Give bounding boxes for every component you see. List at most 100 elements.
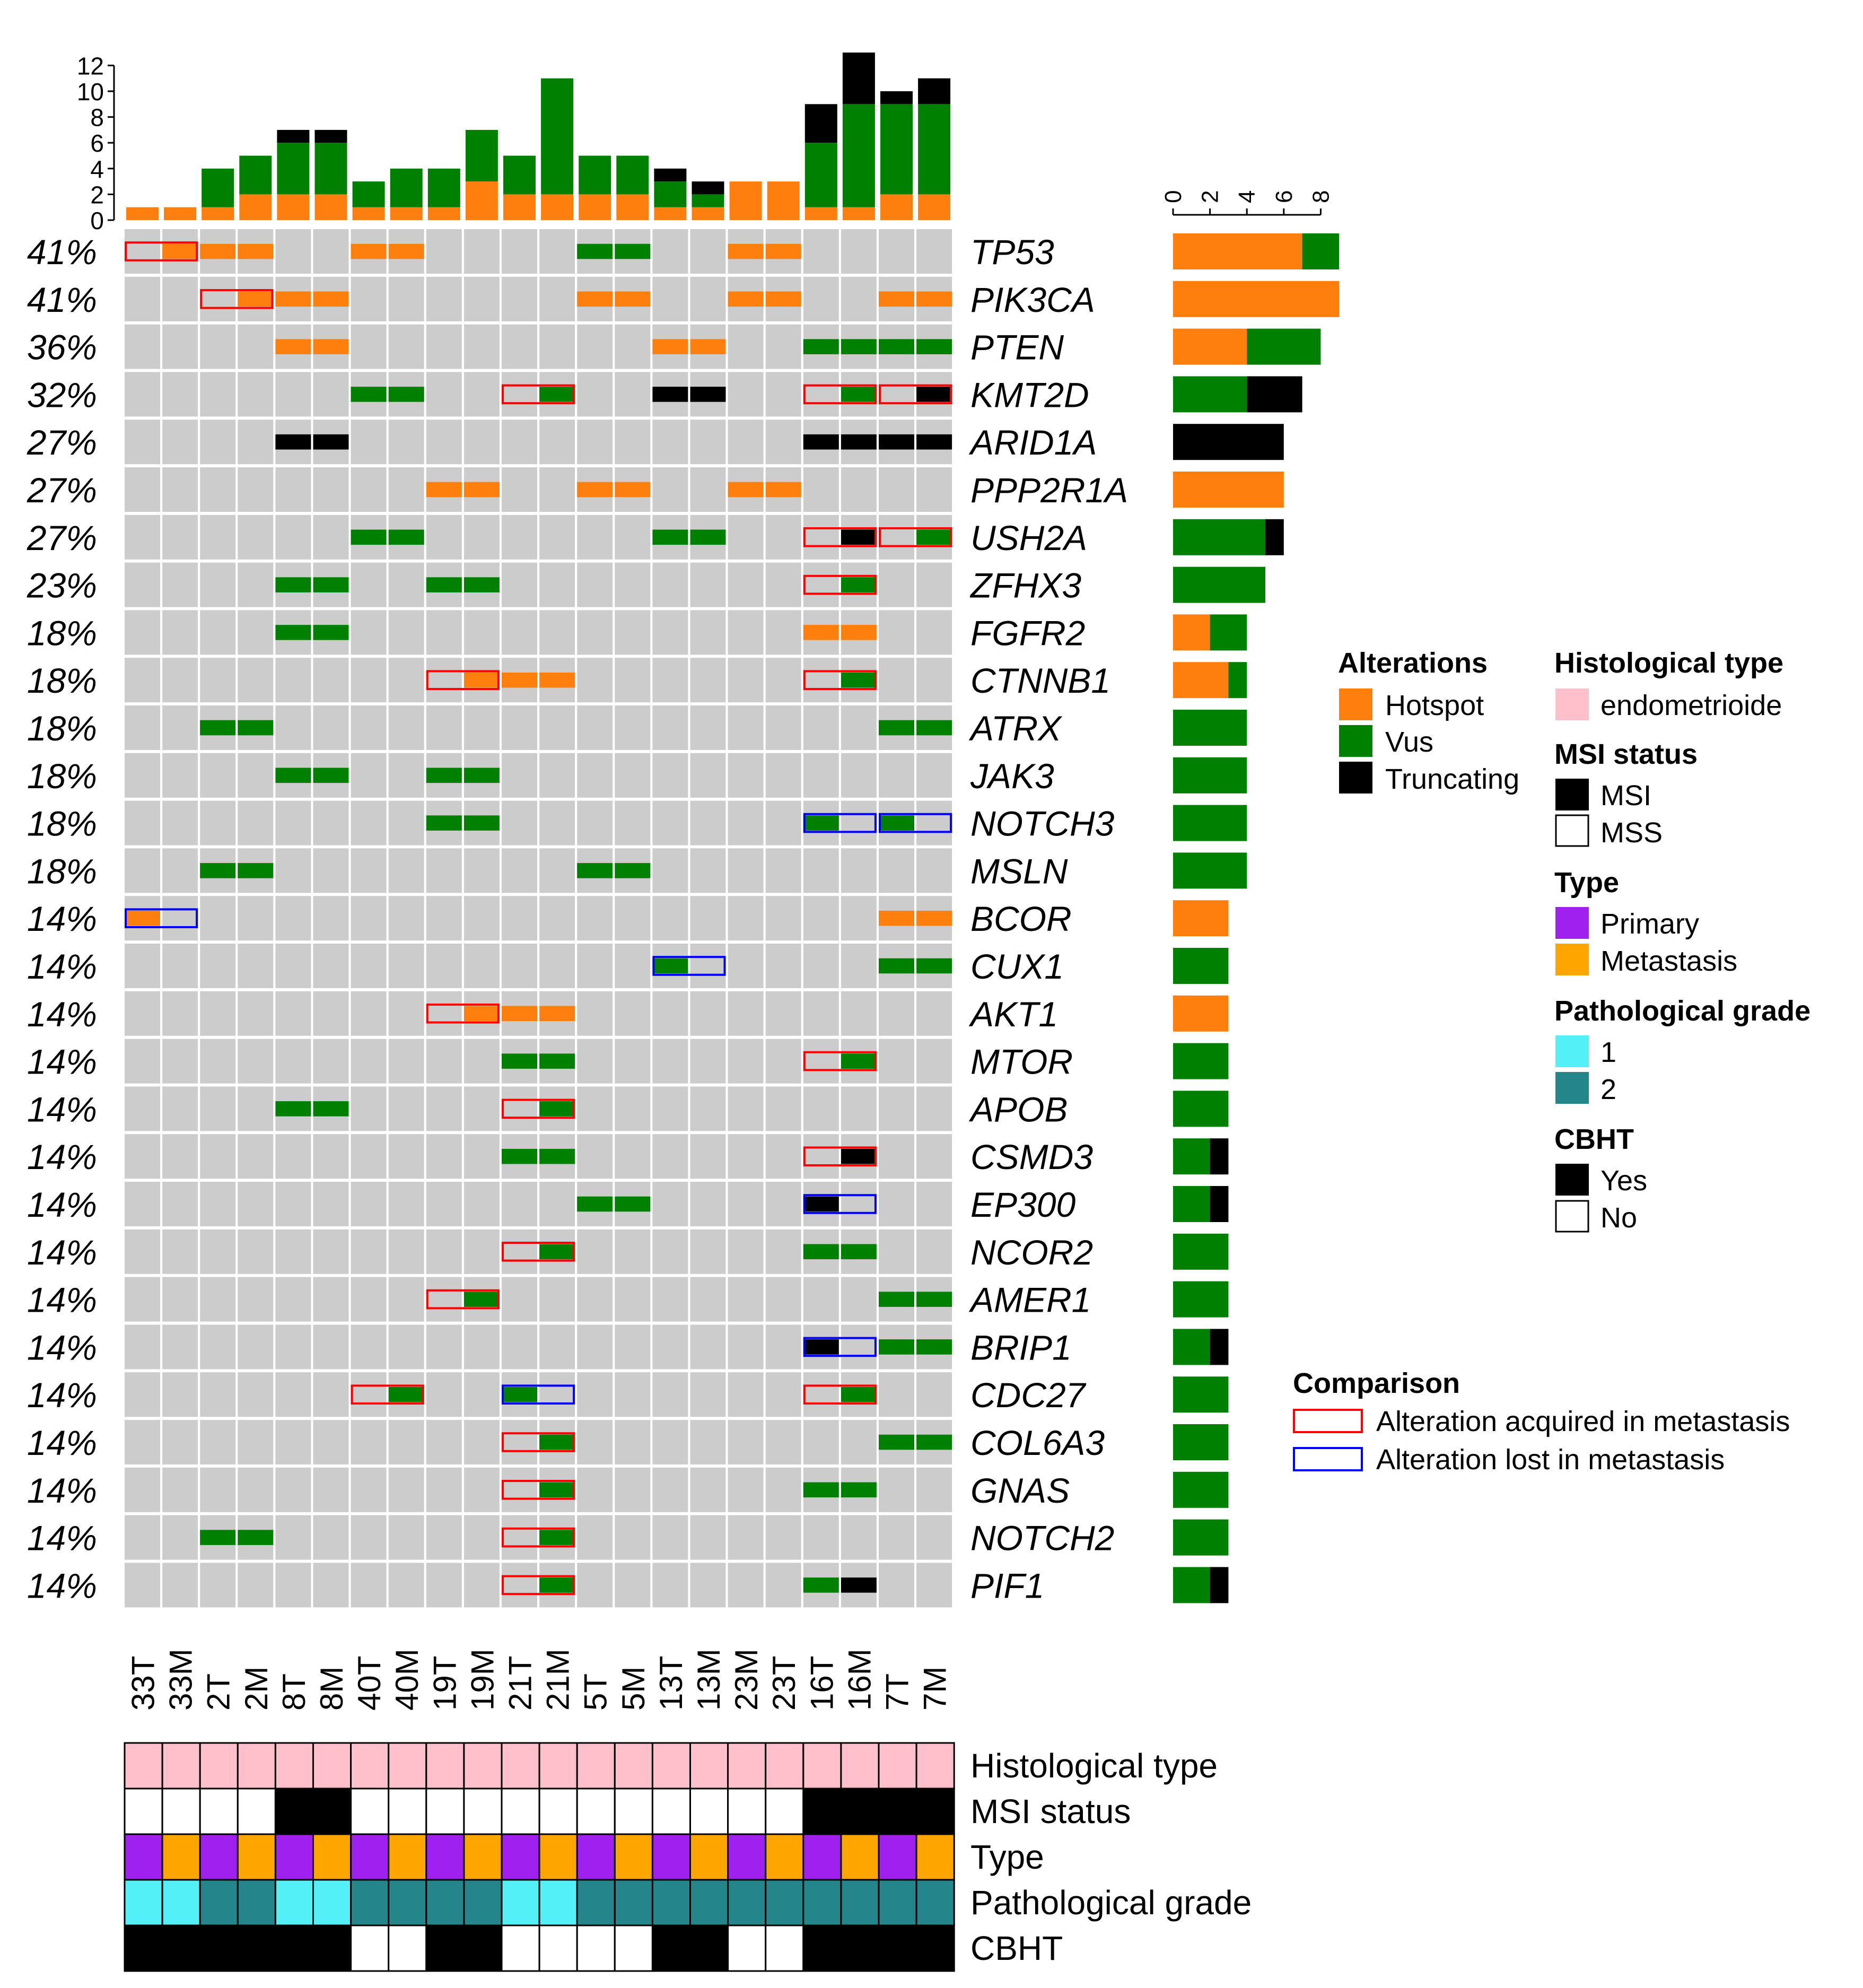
gene-label: AMER1 [968, 1280, 1091, 1320]
grid-cell [577, 1229, 613, 1274]
annotation-cell [312, 1833, 352, 1881]
grid-cell [502, 420, 537, 465]
grid-cell [426, 1134, 462, 1179]
grid-cell [690, 1563, 726, 1608]
grid-cell [803, 276, 839, 321]
grid-cell [238, 372, 274, 417]
sample-label: 19M [465, 1649, 500, 1711]
grid-cell [690, 1420, 726, 1464]
sample-label: 2M [239, 1667, 274, 1711]
top-axis-tick-label: 0 [90, 207, 104, 234]
annotation-label: Type [970, 1838, 1044, 1876]
gene-percentage: 14% [27, 1566, 97, 1605]
grid-cell [879, 1229, 914, 1274]
top-bar-segment [352, 181, 385, 207]
alteration-mark [539, 672, 575, 688]
right-bar-segment [1173, 519, 1265, 555]
grid-cell [577, 1563, 613, 1608]
grid-cell [313, 1515, 349, 1560]
grid-cell [238, 1420, 274, 1464]
annotation-cell [274, 1833, 314, 1881]
grid-cell [652, 705, 688, 750]
gene-percentage: 14% [27, 1519, 97, 1558]
grid-cell [652, 1134, 688, 1179]
grid-cell [162, 276, 198, 321]
alteration-mark [803, 815, 839, 831]
legend-title: Pathological grade [1554, 995, 1810, 1027]
grid-cell [313, 1420, 349, 1464]
grid-cell [652, 1039, 688, 1084]
alteration-mark [577, 243, 613, 259]
annotation-cell [463, 1833, 503, 1881]
sample-labels: 33T 33M 2T 2M 8T 8M 40T 40M 19T 19M 21T 21M 5T 5M 13T 1… [126, 1649, 953, 1711]
comparison-outline [803, 1194, 877, 1214]
grid-cell [502, 1324, 537, 1370]
right-axis-tick-label: 6 [1271, 190, 1297, 203]
grid-cell [426, 1372, 462, 1417]
grid-cell [200, 753, 236, 798]
top-bar-segment [277, 129, 310, 143]
grid-cell [125, 1324, 160, 1370]
annotation-cell [463, 1788, 503, 1835]
top-bar-segment [503, 155, 536, 195]
grid-cell [728, 1086, 764, 1131]
alteration-mark [463, 577, 500, 592]
grid-cell [879, 1467, 914, 1512]
grid-cell [841, 229, 877, 274]
grid-cell [125, 467, 160, 512]
grid-cell [652, 1563, 688, 1608]
top-bar-segment [314, 129, 347, 143]
grid-cell [577, 1324, 613, 1370]
gene-label: MTOR [970, 1042, 1073, 1082]
grid-cell [351, 1563, 387, 1608]
grid-cell [426, 1039, 462, 1084]
grid-cell [577, 562, 613, 607]
alteration-mark [652, 529, 688, 545]
top-bar-segment [239, 155, 272, 195]
grid-cell [351, 991, 387, 1036]
annotation-cell [124, 1788, 163, 1835]
grid-cell [238, 800, 274, 845]
grid-cell [162, 848, 198, 893]
legend-title: Histological type [1554, 647, 1783, 679]
legend-swatch [1555, 779, 1589, 810]
annotation-cell [538, 1742, 578, 1790]
right-bar-segment [1173, 1471, 1229, 1508]
grid-cell [615, 1039, 651, 1084]
grid-cell [426, 1324, 462, 1370]
alteration-mark [351, 387, 387, 402]
grid-cell [162, 562, 198, 607]
legend-label: No [1600, 1202, 1637, 1234]
right-bar-segment [1173, 1281, 1229, 1318]
grid-cell [841, 1182, 877, 1226]
grid-cell [652, 1467, 688, 1512]
gene-percentage: 18% [27, 804, 97, 843]
alteration-mark [313, 1101, 349, 1117]
grid-cell [539, 229, 575, 274]
grid-cell [652, 467, 688, 512]
grid-cell [313, 467, 349, 512]
grid-cell [539, 610, 575, 655]
grid-cell [728, 800, 764, 845]
gene-percentage: 14% [27, 1280, 97, 1320]
grid-cell [313, 1563, 349, 1608]
annotation-cell [727, 1833, 767, 1881]
grid-cell [388, 610, 424, 655]
alteration-mark [577, 291, 613, 307]
grid-cell [916, 1182, 952, 1226]
annotation-cell [161, 1833, 201, 1881]
grid-cell [426, 848, 462, 893]
grid-cell [275, 991, 311, 1036]
grid-cell [728, 515, 764, 560]
annotation-cell [237, 1833, 276, 1881]
annotation-cell [802, 1924, 842, 1972]
grid-cell [841, 1420, 877, 1464]
gene-percentage: 14% [27, 947, 97, 986]
grid-cell [426, 1515, 462, 1560]
grid-cell [275, 944, 311, 988]
gene-label: ZFHX3 [969, 566, 1081, 605]
top-bar-segment [314, 143, 347, 195]
comparison-outline [879, 813, 952, 833]
grid-cell [125, 610, 160, 655]
